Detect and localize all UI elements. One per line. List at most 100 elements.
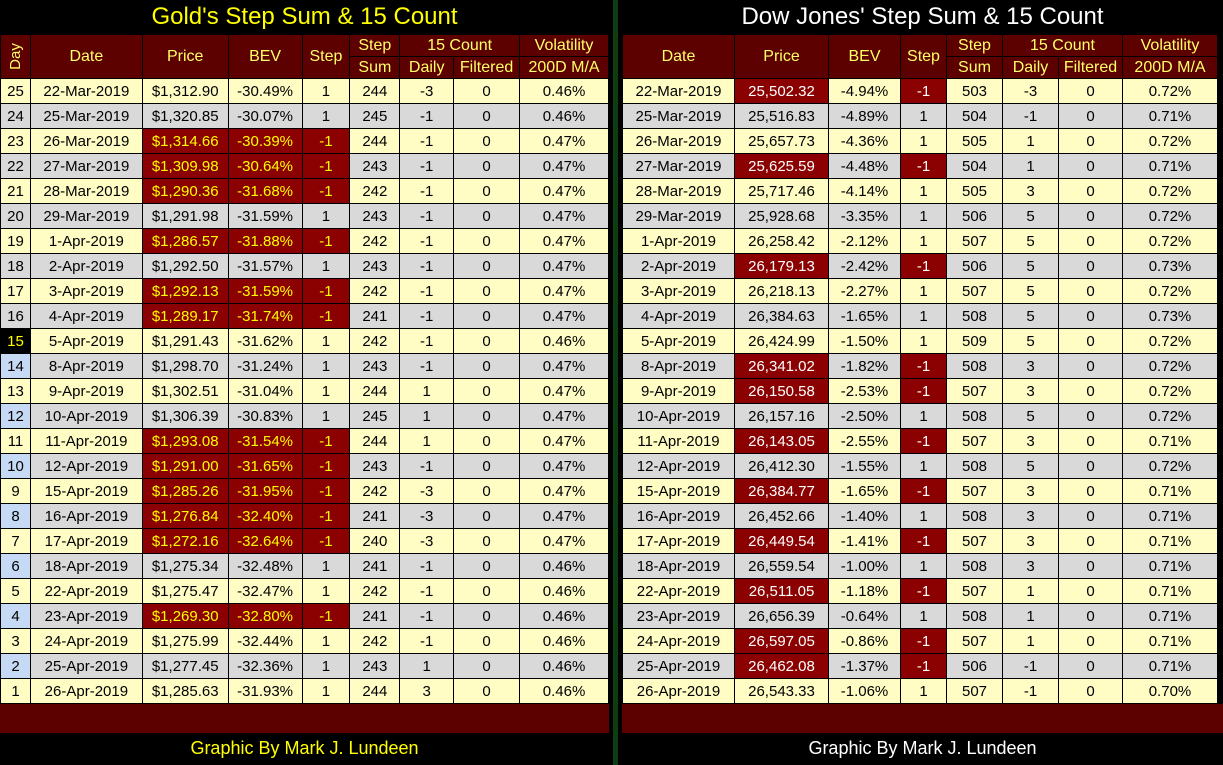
dow-cell-step: -1 <box>900 478 947 504</box>
gold-cell-date: 2-Apr-2019 <box>29 253 143 279</box>
dow-cell-price: 25,657.73 <box>734 128 829 154</box>
dow-cell-date: 5-Apr-2019 <box>622 328 735 354</box>
dow-cell-bev: -1.82% <box>828 353 901 379</box>
table-row: 2 25-Apr-2019 $1,277.45 -32.36% 1 243 1 0 0.46% <box>0 653 609 679</box>
dow-cell-bev: -2.50% <box>828 403 901 429</box>
gold-header-date: Date <box>29 34 143 79</box>
gold-cell-vol: 0.47% <box>519 528 609 554</box>
dow-cell-step: 1 <box>900 328 947 354</box>
gold-cell-vol: 0.46% <box>519 578 609 604</box>
dow-cell-filtered: 0 <box>1058 478 1123 504</box>
dow-cell-price: 26,511.05 <box>734 578 829 604</box>
gold-cell-price: $1,306.39 <box>141 403 229 429</box>
gold-cell-day: 22 <box>0 153 31 179</box>
gold-header-filtered: Filtered <box>453 56 521 79</box>
gold-cell-date: 22-Mar-2019 <box>29 78 143 104</box>
gold-cell-vol: 0.46% <box>519 553 609 579</box>
gold-title: Gold's Step Sum & 15 Count <box>151 3 458 30</box>
gold-cell-filtered: 0 <box>453 253 521 279</box>
gold-cell-sum: 244 <box>349 378 401 404</box>
gold-cell-step: -1 <box>301 603 351 629</box>
dow-table-footer-bar <box>622 704 1223 734</box>
gold-cell-date: 8-Apr-2019 <box>29 353 143 379</box>
dow-cell-vol: 0.72% <box>1122 353 1218 379</box>
gold-cell-bev: -31.59% <box>227 278 303 304</box>
dow-cell-step: 1 <box>900 403 947 429</box>
dow-cell-bev: -1.55% <box>828 453 901 479</box>
gold-cell-day: 14 <box>0 353 31 379</box>
dow-cell-date: 16-Apr-2019 <box>622 503 735 529</box>
table-row: 24-Apr-2019 26,597.05 -0.86% -1 507 1 0 0.71% <box>622 628 1218 654</box>
gold-cell-step: 1 <box>301 103 351 129</box>
dow-table-body: 22-Mar-2019 25,502.32 -4.94% -1 503 -3 0 0.72% 2… <box>622 78 1218 704</box>
dow-cell-sum: 508 <box>946 303 1003 329</box>
dow-cell-date: 26-Apr-2019 <box>622 678 735 704</box>
dow-cell-sum: 508 <box>946 503 1003 529</box>
gold-cell-sum: 245 <box>349 103 401 129</box>
gold-cell-filtered: 0 <box>453 628 521 654</box>
gold-cell-bev: -30.49% <box>227 78 303 104</box>
dow-cell-filtered: 0 <box>1058 628 1123 654</box>
gold-cell-date: 10-Apr-2019 <box>29 403 143 429</box>
dow-cell-daily: 3 <box>1002 503 1059 529</box>
gold-cell-daily: -1 <box>399 453 455 479</box>
dow-cell-step: 1 <box>900 603 947 629</box>
gold-cell-vol: 0.47% <box>519 428 609 454</box>
gold-cell-step: -1 <box>301 503 351 529</box>
gold-cell-daily: -1 <box>399 103 455 129</box>
dow-cell-vol: 0.71% <box>1122 578 1218 604</box>
dow-cell-vol: 0.73% <box>1122 303 1218 329</box>
dow-cell-bev: -4.14% <box>828 178 901 204</box>
gold-cell-step: 1 <box>301 328 351 354</box>
dow-cell-date: 25-Apr-2019 <box>622 653 735 679</box>
gold-cell-filtered: 0 <box>453 678 521 704</box>
dow-cell-daily: 1 <box>1002 578 1059 604</box>
dow-cell-sum: 507 <box>946 278 1003 304</box>
table-row: 1 26-Apr-2019 $1,285.63 -31.93% 1 244 3 0 0.46% <box>0 678 609 704</box>
gold-cell-price: $1,291.00 <box>141 453 229 479</box>
dow-cell-daily: 5 <box>1002 203 1059 229</box>
gold-cell-price: $1,286.57 <box>141 228 229 254</box>
gold-cell-step: -1 <box>301 303 351 329</box>
gold-cell-step: 1 <box>301 203 351 229</box>
gold-cell-price: $1,275.99 <box>141 628 229 654</box>
dow-header-stepsum-2: Sum <box>946 56 1003 79</box>
gold-cell-vol: 0.47% <box>519 478 609 504</box>
dow-cell-vol: 0.71% <box>1122 553 1218 579</box>
dow-cell-bev: -1.18% <box>828 578 901 604</box>
gold-cell-day: 19 <box>0 228 31 254</box>
gold-header-price: Price <box>141 34 229 79</box>
dow-cell-step: -1 <box>900 528 947 554</box>
gold-cell-day: 23 <box>0 128 31 154</box>
dow-cell-filtered: 0 <box>1058 578 1123 604</box>
dow-cell-vol: 0.71% <box>1122 528 1218 554</box>
gold-cell-sum: 242 <box>349 328 401 354</box>
dow-cell-vol: 0.71% <box>1122 628 1218 654</box>
dow-cell-vol: 0.73% <box>1122 253 1218 279</box>
gold-cell-filtered: 0 <box>453 528 521 554</box>
gold-cell-day: 15 <box>0 328 31 354</box>
dow-cell-price: 25,502.32 <box>734 78 829 104</box>
gold-cell-price: $1,292.50 <box>141 253 229 279</box>
dow-cell-date: 15-Apr-2019 <box>622 478 735 504</box>
dow-header-stepsum-1: Step <box>946 34 1003 57</box>
gold-cell-vol: 0.47% <box>519 403 609 429</box>
table-row: 25-Apr-2019 26,462.08 -1.37% -1 506 -1 0 0.71% <box>622 653 1218 679</box>
gold-cell-sum: 243 <box>349 253 401 279</box>
gold-cell-step: -1 <box>301 478 351 504</box>
gold-cell-step: -1 <box>301 528 351 554</box>
gold-cell-date: 15-Apr-2019 <box>29 478 143 504</box>
gold-cell-sum: 243 <box>349 153 401 179</box>
dow-cell-filtered: 0 <box>1058 403 1123 429</box>
gold-cell-date: 1-Apr-2019 <box>29 228 143 254</box>
gold-cell-price: $1,290.36 <box>141 178 229 204</box>
dow-cell-filtered: 0 <box>1058 153 1123 179</box>
gold-cell-bev: -32.64% <box>227 528 303 554</box>
gold-cell-daily: -1 <box>399 128 455 154</box>
table-row: 8-Apr-2019 26,341.02 -1.82% -1 508 3 0 0.72% <box>622 353 1218 379</box>
dow-header-vol-2: 200D M/A <box>1122 56 1218 79</box>
gold-cell-vol: 0.47% <box>519 153 609 179</box>
gold-cell-date: 4-Apr-2019 <box>29 303 143 329</box>
dow-header-price: Price <box>734 34 829 79</box>
dow-cell-daily: -3 <box>1002 78 1059 104</box>
